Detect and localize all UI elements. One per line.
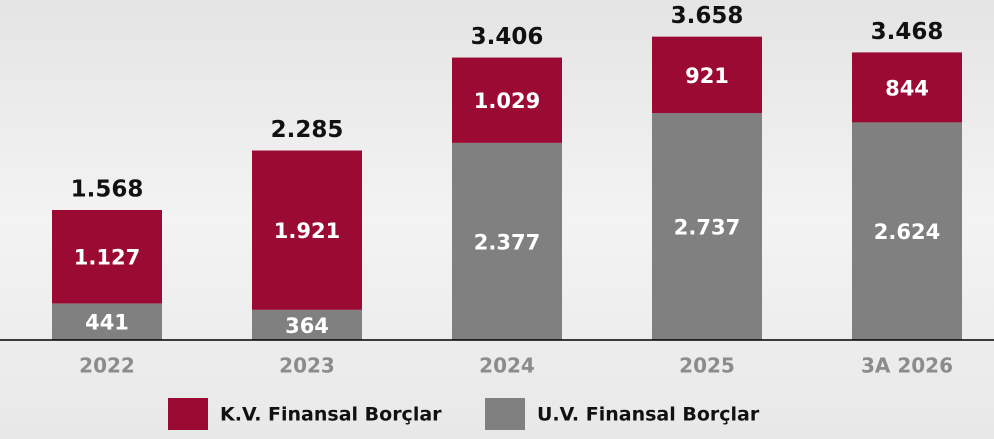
data-label: 1.029: [474, 89, 540, 113]
bar-segment: [252, 150, 362, 310]
x-tick-label: 2025: [679, 354, 735, 378]
x-tick-label: 2024: [479, 354, 535, 378]
x-tick-label: 2023: [279, 354, 335, 378]
data-label: 1.127: [74, 246, 140, 270]
x-tick-label: 2022: [79, 354, 135, 378]
bar-segment: [852, 122, 962, 341]
total-label: 3.658: [671, 3, 744, 29]
legend-swatch: [485, 398, 525, 430]
total-label: 3.406: [471, 24, 544, 50]
data-label: 364: [285, 314, 329, 338]
total-label: 2.285: [271, 117, 344, 143]
bar-segment: [452, 57, 562, 143]
data-label: 441: [85, 311, 129, 335]
data-label: 2.377: [474, 230, 540, 254]
bar-segment: [52, 209, 162, 304]
data-label: 2.737: [674, 216, 740, 240]
data-label: 1.921: [274, 219, 340, 243]
legend-swatch: [168, 398, 208, 430]
bar-segment: [652, 113, 762, 340]
total-label: 3.468: [871, 19, 944, 45]
bar-segment: [452, 142, 562, 340]
data-label: 844: [885, 76, 929, 100]
x-tick-label: 3A 2026: [861, 354, 953, 378]
data-label: 921: [685, 64, 729, 88]
total-label: 1.568: [71, 176, 144, 202]
data-label: 2.624: [874, 220, 940, 244]
bar-segment: [852, 52, 962, 123]
legend-label: K.V. Finansal Borçlar: [220, 404, 442, 426]
bar-segment: [652, 36, 762, 114]
bar-segment: [52, 303, 162, 340]
legend-label: U.V. Finansal Borçlar: [537, 404, 760, 426]
bar-segment: [252, 309, 362, 340]
